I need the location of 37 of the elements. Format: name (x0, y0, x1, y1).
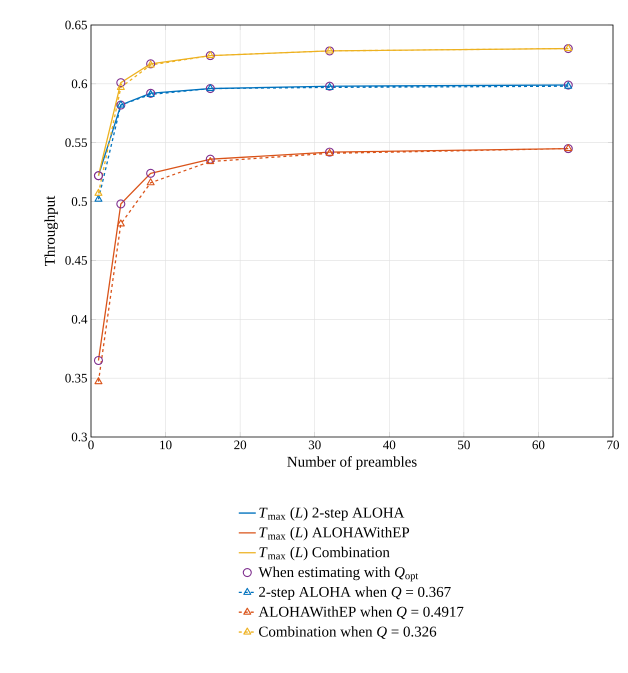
x-tick-label: 20 (234, 440, 246, 450)
y-tick-label: 0.3 (72, 432, 87, 442)
point (206, 154, 215, 164)
point (116, 199, 126, 208)
legend-label: 2-step ALOHA when Q = 0.367 (259, 586, 451, 600)
point (116, 78, 126, 88)
y-tick-label: 0.4 (72, 314, 88, 324)
x-tick-label: 10 (160, 440, 172, 450)
point (94, 188, 102, 196)
legend-label: T$_{max}$ (L) 2-step ALOHA (259, 507, 404, 521)
point (94, 377, 102, 384)
x-tick-label: 70 (607, 440, 619, 450)
x-axis-title: Number of preambles (287, 456, 417, 470)
point (94, 356, 104, 366)
y-axis-title: Throughput (44, 196, 58, 266)
point (146, 168, 156, 178)
legend-label: Combination when Q = 0.326 (259, 626, 436, 639)
x-tick-label: 30 (308, 440, 321, 450)
x-tick-label: 60 (532, 440, 544, 450)
point (206, 157, 214, 164)
y-tick-label: 0.45 (65, 256, 87, 265)
legend-label: ALOHAWithEP when Q = 0.4917 (258, 606, 464, 620)
y-tick-label: 0.35 (65, 374, 87, 383)
point (116, 82, 125, 90)
y-tick-label: 0.65 (65, 20, 87, 30)
x-tick-label: 0 (88, 440, 94, 450)
legend-label: When estimating with Q$_{opt}$ (258, 566, 418, 582)
y-tick-label: 0.6 (72, 79, 88, 88)
point (94, 194, 102, 202)
legend-label: T$_{max}$ (L) Combination (259, 546, 390, 560)
y-tick-label: 0.5 (72, 197, 87, 206)
point (146, 178, 155, 186)
point (116, 219, 125, 226)
x-tick-label: 50 (458, 440, 470, 450)
x-tick-label: 40 (383, 440, 396, 450)
y-tick-label: 0.55 (65, 138, 87, 148)
legend-label: T$_{max}$ (L) ALOHAWithEP (259, 526, 410, 540)
